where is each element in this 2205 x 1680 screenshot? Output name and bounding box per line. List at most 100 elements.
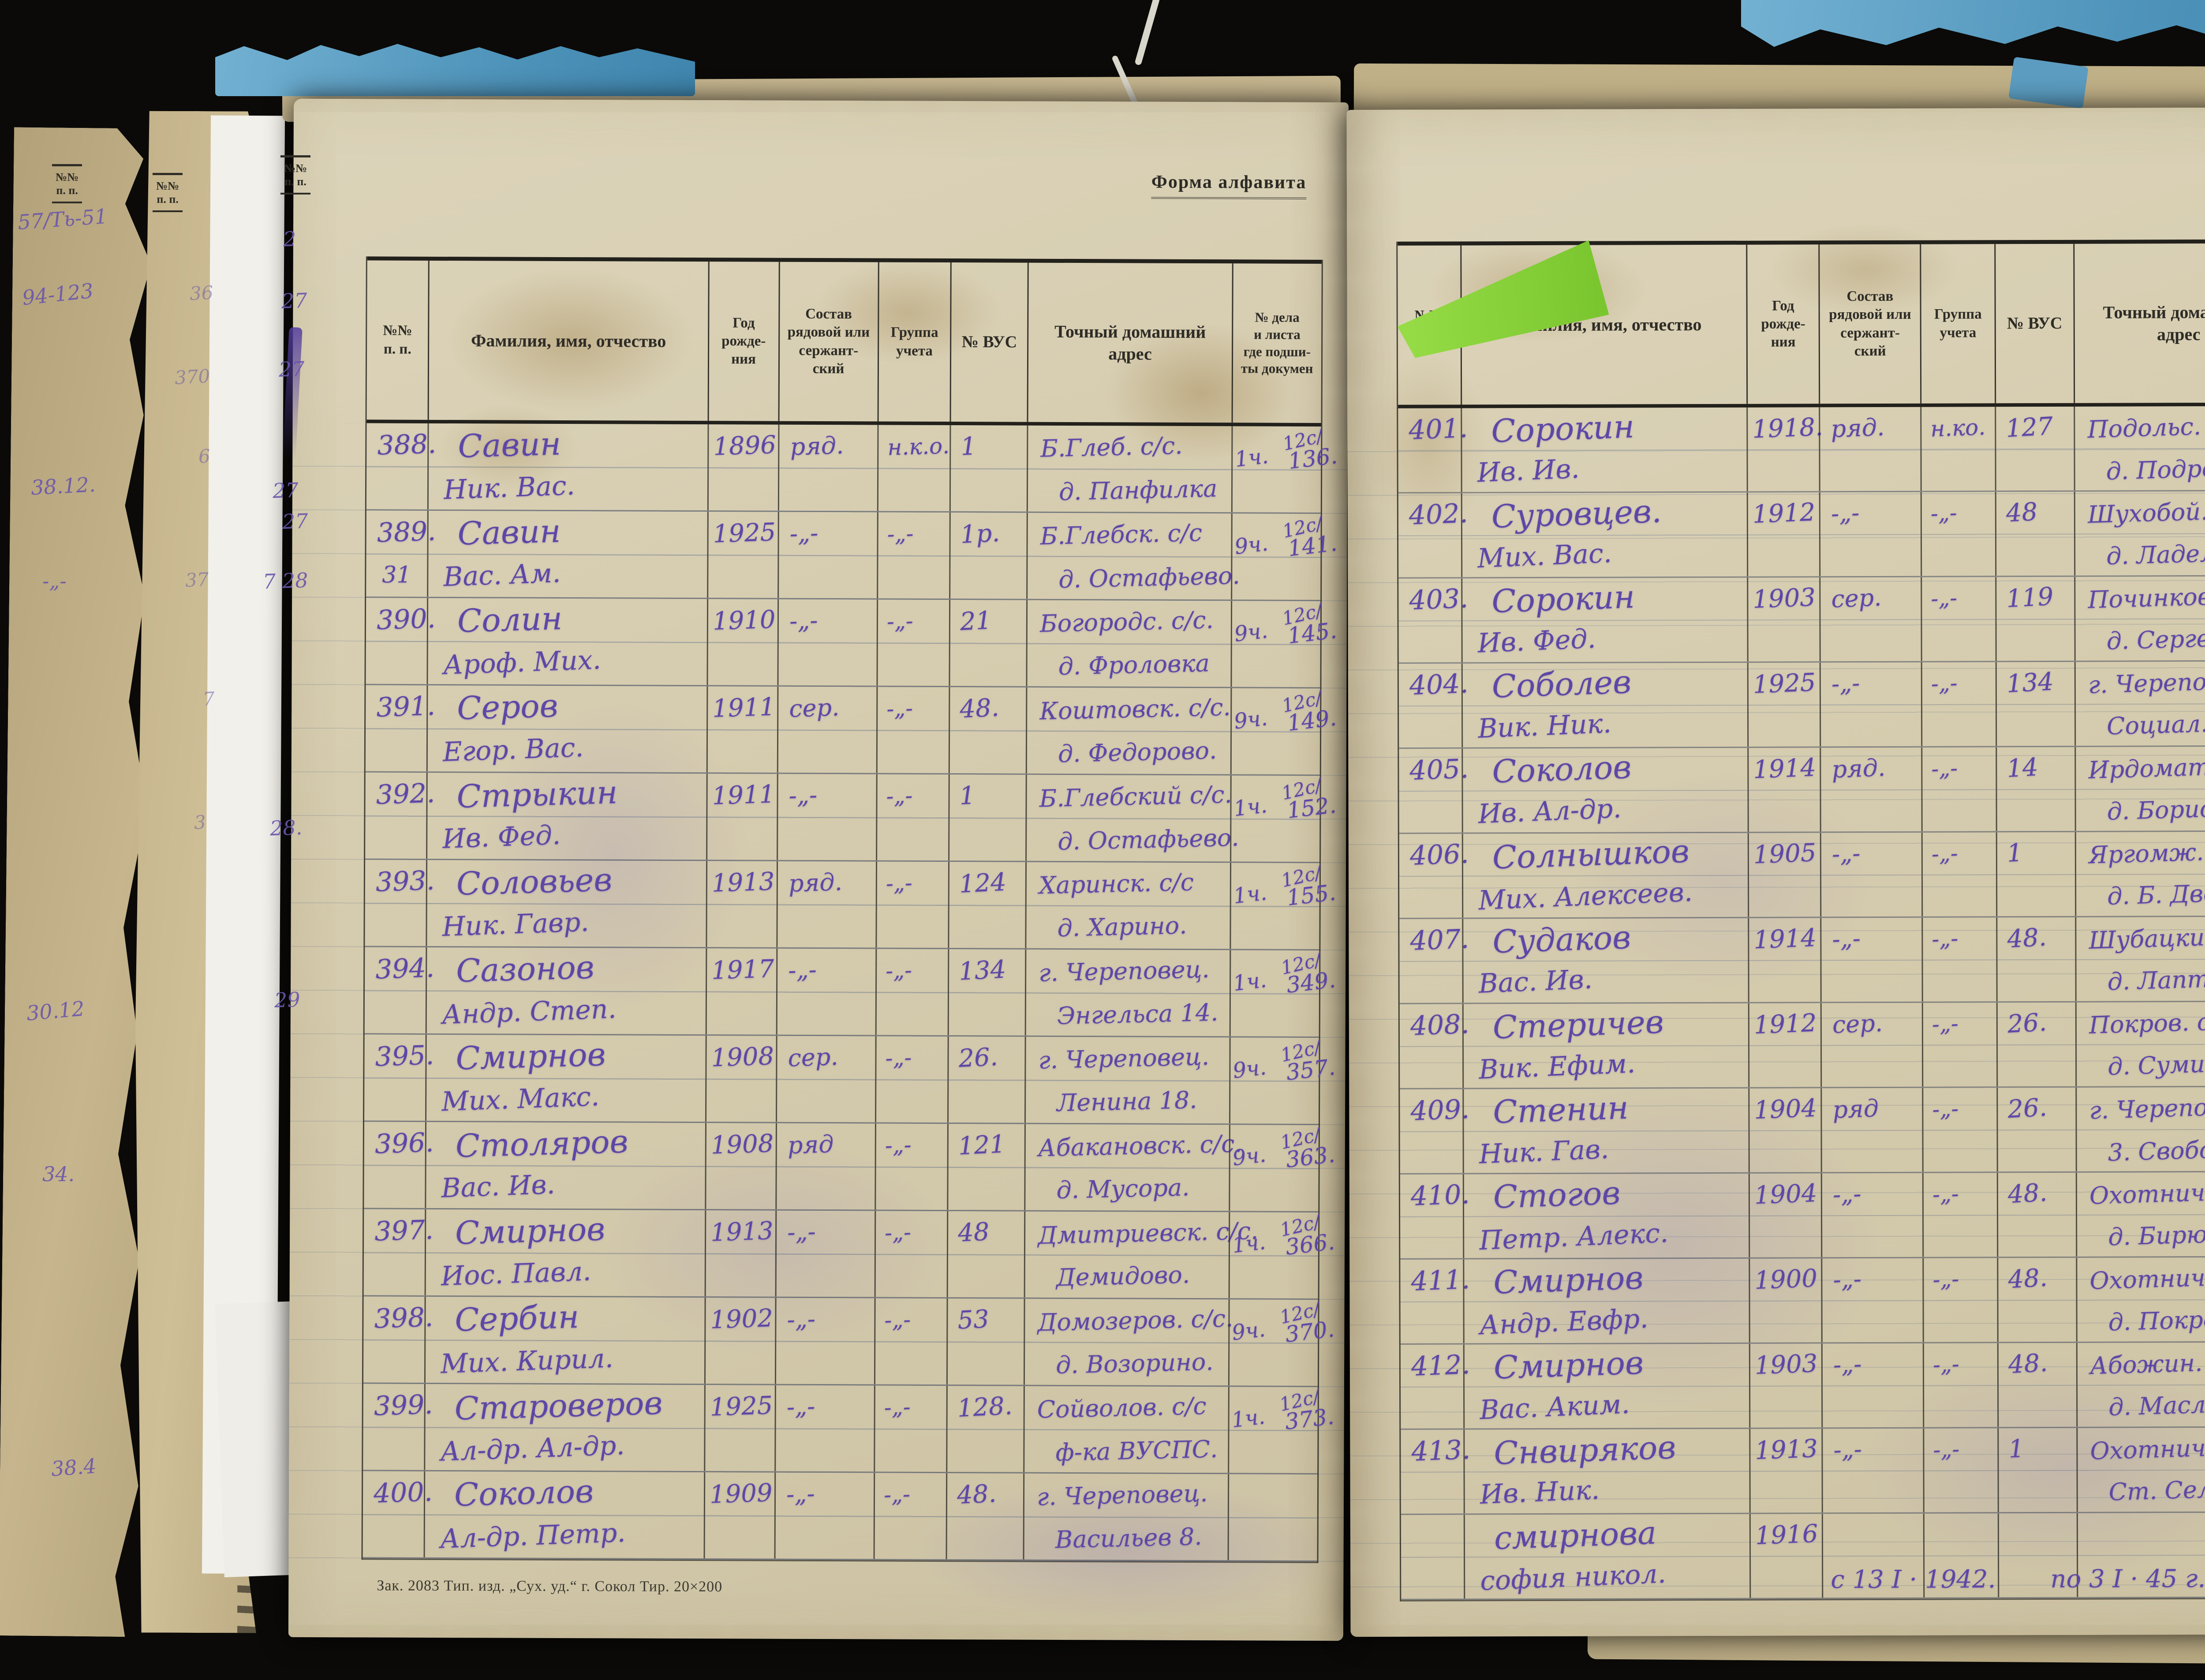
cell-name: Смирнов Мих. Макс. [425,1034,706,1122]
cell-vus: 26. [1996,1087,2076,1172]
column-header: № ВУС [1994,243,2074,404]
cell-group: -„- [874,1298,947,1385]
cell-address: Починков. с/сд. Сергеево [2074,576,2205,661]
cell-address: Яргомж. с/с.д. Б. Двор. [2074,831,2205,916]
table-row: 395. Смирнов Мих. Макс. 1908 сер. -„- 26. г. Че… [364,1034,1336,1125]
cell-vus: 1р. [949,513,1027,599]
table-row: 406. Солнышков Мих. Алексеев. 1905 -„- -„- 1 Яр… [1399,831,2205,919]
stub-header-fragment: №№ п. п. [153,173,183,212]
cell-file: 1ч. 12с/366. [1228,1211,1336,1298]
cell-group: -„- [1921,832,1996,917]
cell-number: 403. [1409,583,1469,616]
table-row: 398. Сербин Мих. Кирил. 1902 -„- -„- 53 Домозер… [363,1296,1335,1387]
cell-year: 1903 [1747,577,1820,662]
date-range-to: по 3 I · 45 г. [2050,1564,2205,1594]
cell-name: Стенин Ник. Гав. [1462,1088,1749,1173]
cell-year: 1904 [1748,1088,1821,1172]
cell-name: смирнова софия никол. [1463,1514,1750,1599]
cell-file: 9ч. 12с/145. [1230,599,1338,687]
stub-fragment: 27 [278,356,305,382]
table-row: 400. Соколов Ал-др. Петр. 1909 -„- -„- 48. г. Ч… [363,1471,1318,1562]
stub-fragment: 36 [189,281,214,305]
cell-group: -„- [1923,1343,1997,1427]
cell-address: г. Череповец.Социал. 87. [2074,661,2205,746]
cell-vus: 53 [946,1298,1024,1385]
cell-year: 1908 [704,1123,776,1209]
cell-group: -„- [875,1036,948,1123]
cell-name: Савин Ник. Вас. [427,423,708,511]
cell-name: Солин Ароф. Мих. [426,598,707,685]
cell-group: -„- [875,1123,948,1210]
cell-group: н.ко. [1920,407,1995,491]
table-row: 412. Смирнов Вас. Аким. 1903 -„- -„- 48. Абожин… [1400,1342,2205,1430]
cell-name: Сорокин Ив. Фед. [1461,577,1748,662]
table-row: 391. Серов Егор. Вас. 1911 сер. -„- 48. Коштовс… [365,685,1338,776]
cell-address: Ирдомат. с/с.д. Борисово. [2074,746,2205,831]
cell-rank: сер. [775,1036,875,1122]
cell-year: 1913 [704,1210,775,1297]
table-row: 404. Соболев Вик. Ник. 1925 -„- -„- 134 г. Чере… [1398,661,2205,749]
stub-fragment: 370 [174,365,211,389]
cell-rank: -„- [1821,1343,1923,1428]
table-row: 389. 31 Савин Вас. Ам. 1925 -„- -„- 1р. Б.Глебск… [366,510,1338,601]
cell-vus: 1 [1997,1428,2077,1512]
cell-year: 1900 [1749,1258,1821,1343]
cell-vus: 1 [1996,832,2075,917]
cell-vus: 48. [1996,917,2075,1002]
table-row: 397. Смирнов Иос. Павл. 1913 -„- -„- 48 Дмитрие… [363,1209,1336,1300]
cell-year: 1925 [1747,662,1820,747]
cell-name: Сазонов Андр. Степ. [426,947,706,1035]
cell-rank: -„- [776,774,876,861]
cell-vus: 1 [948,775,1026,861]
cell-name: Соболев Вик. Ник. [1461,662,1748,748]
cell-vus: 48. [1997,1343,2077,1427]
table-row: 409. Стенин Ник. Гав. 1904 ряд -„- 26. г. Череп… [1400,1087,2205,1175]
cell-number: 394. [375,952,435,985]
table-row: 401. Сорокин Ив. Ив. 1918. ряд. н.ко. 127 Подол… [1398,406,2205,494]
cell-number: 407. [1409,923,1470,957]
cell-number: 410. [1410,1179,1470,1212]
cell-address: Шухобой. с/с.д. Ладелино. [2074,491,2205,576]
cell-year: 1896 [707,424,778,511]
cell-year: 1908 [705,1036,776,1122]
cell-number: 390. [376,603,436,636]
cell-year: 1909 [703,1472,774,1559]
cell-name: Соловьев Ник. Гавр. [426,860,706,947]
table-body: 401. Сорокин Ив. Ив. 1918. ряд. н.ко. 127 Подол… [1398,406,2205,1601]
cell-vus: 48. [948,687,1026,774]
cell-rank: -„- [777,599,877,686]
table-row: 402. Суровцев. Мих. Вас. 1912 -„- -„- 48 Шухобо… [1398,491,2205,579]
column-header: Группа учета [877,262,950,422]
cell-address: Охотнич. с/с.Ст. Село. [2076,1427,2205,1512]
cell-rank: -„- [774,1385,874,1472]
cell-vus: 48. [946,1473,1024,1560]
table-row: смирнова софия никол. 1916 с 13 I · 1942. по… [1401,1512,2205,1600]
cell-number: 412. [1410,1349,1471,1382]
cell-rank: -„- [1819,662,1921,747]
cell-number: 396. [374,1127,434,1160]
cell-name: Савин Вас. Ам. [427,510,707,598]
cell-number: 391. [376,690,436,723]
stub-fragment: 28. [269,815,303,841]
cell-address: Б.Глеб. с/с. д. Панфилка [1027,425,1232,513]
column-header: Состав рядовой или сержант- ский [778,262,878,422]
table-row: 394. Сазонов Андр. Степ. 1917 -„- -„- 134 г. Че… [364,947,1337,1038]
cell-number: 402. [1408,498,1469,531]
stub-fragment: 37 [184,568,209,591]
cell-name: Снвиряков Ив. Ник. [1463,1428,1750,1514]
cell-group: н.к.о. [877,425,950,512]
cell-rank: -„- [776,948,876,1035]
cell-name: Стеричев Вик. Ефим. [1462,1003,1749,1088]
cell-address: Шубацкий с/с.д. Лаптево. [2075,917,2205,1001]
stub-fragment: 27 [282,509,309,534]
cell-number: 388. [377,428,437,461]
table-body: 388. Савин Ник. Вас. 1896 ряд. н.к.о. 1 Б.Глеб.… [363,423,1338,1563]
cell-number: 397. [374,1214,434,1247]
cell-rank: -„- [774,1298,875,1384]
cell-rank: ряд. [776,861,876,948]
cell-group: -„- [876,687,949,774]
cell-year: 1925 [703,1385,775,1471]
cell-address: г. Череповец.3. Свободы 102. [2075,1087,2205,1171]
cell-number [1401,1515,1464,1598]
